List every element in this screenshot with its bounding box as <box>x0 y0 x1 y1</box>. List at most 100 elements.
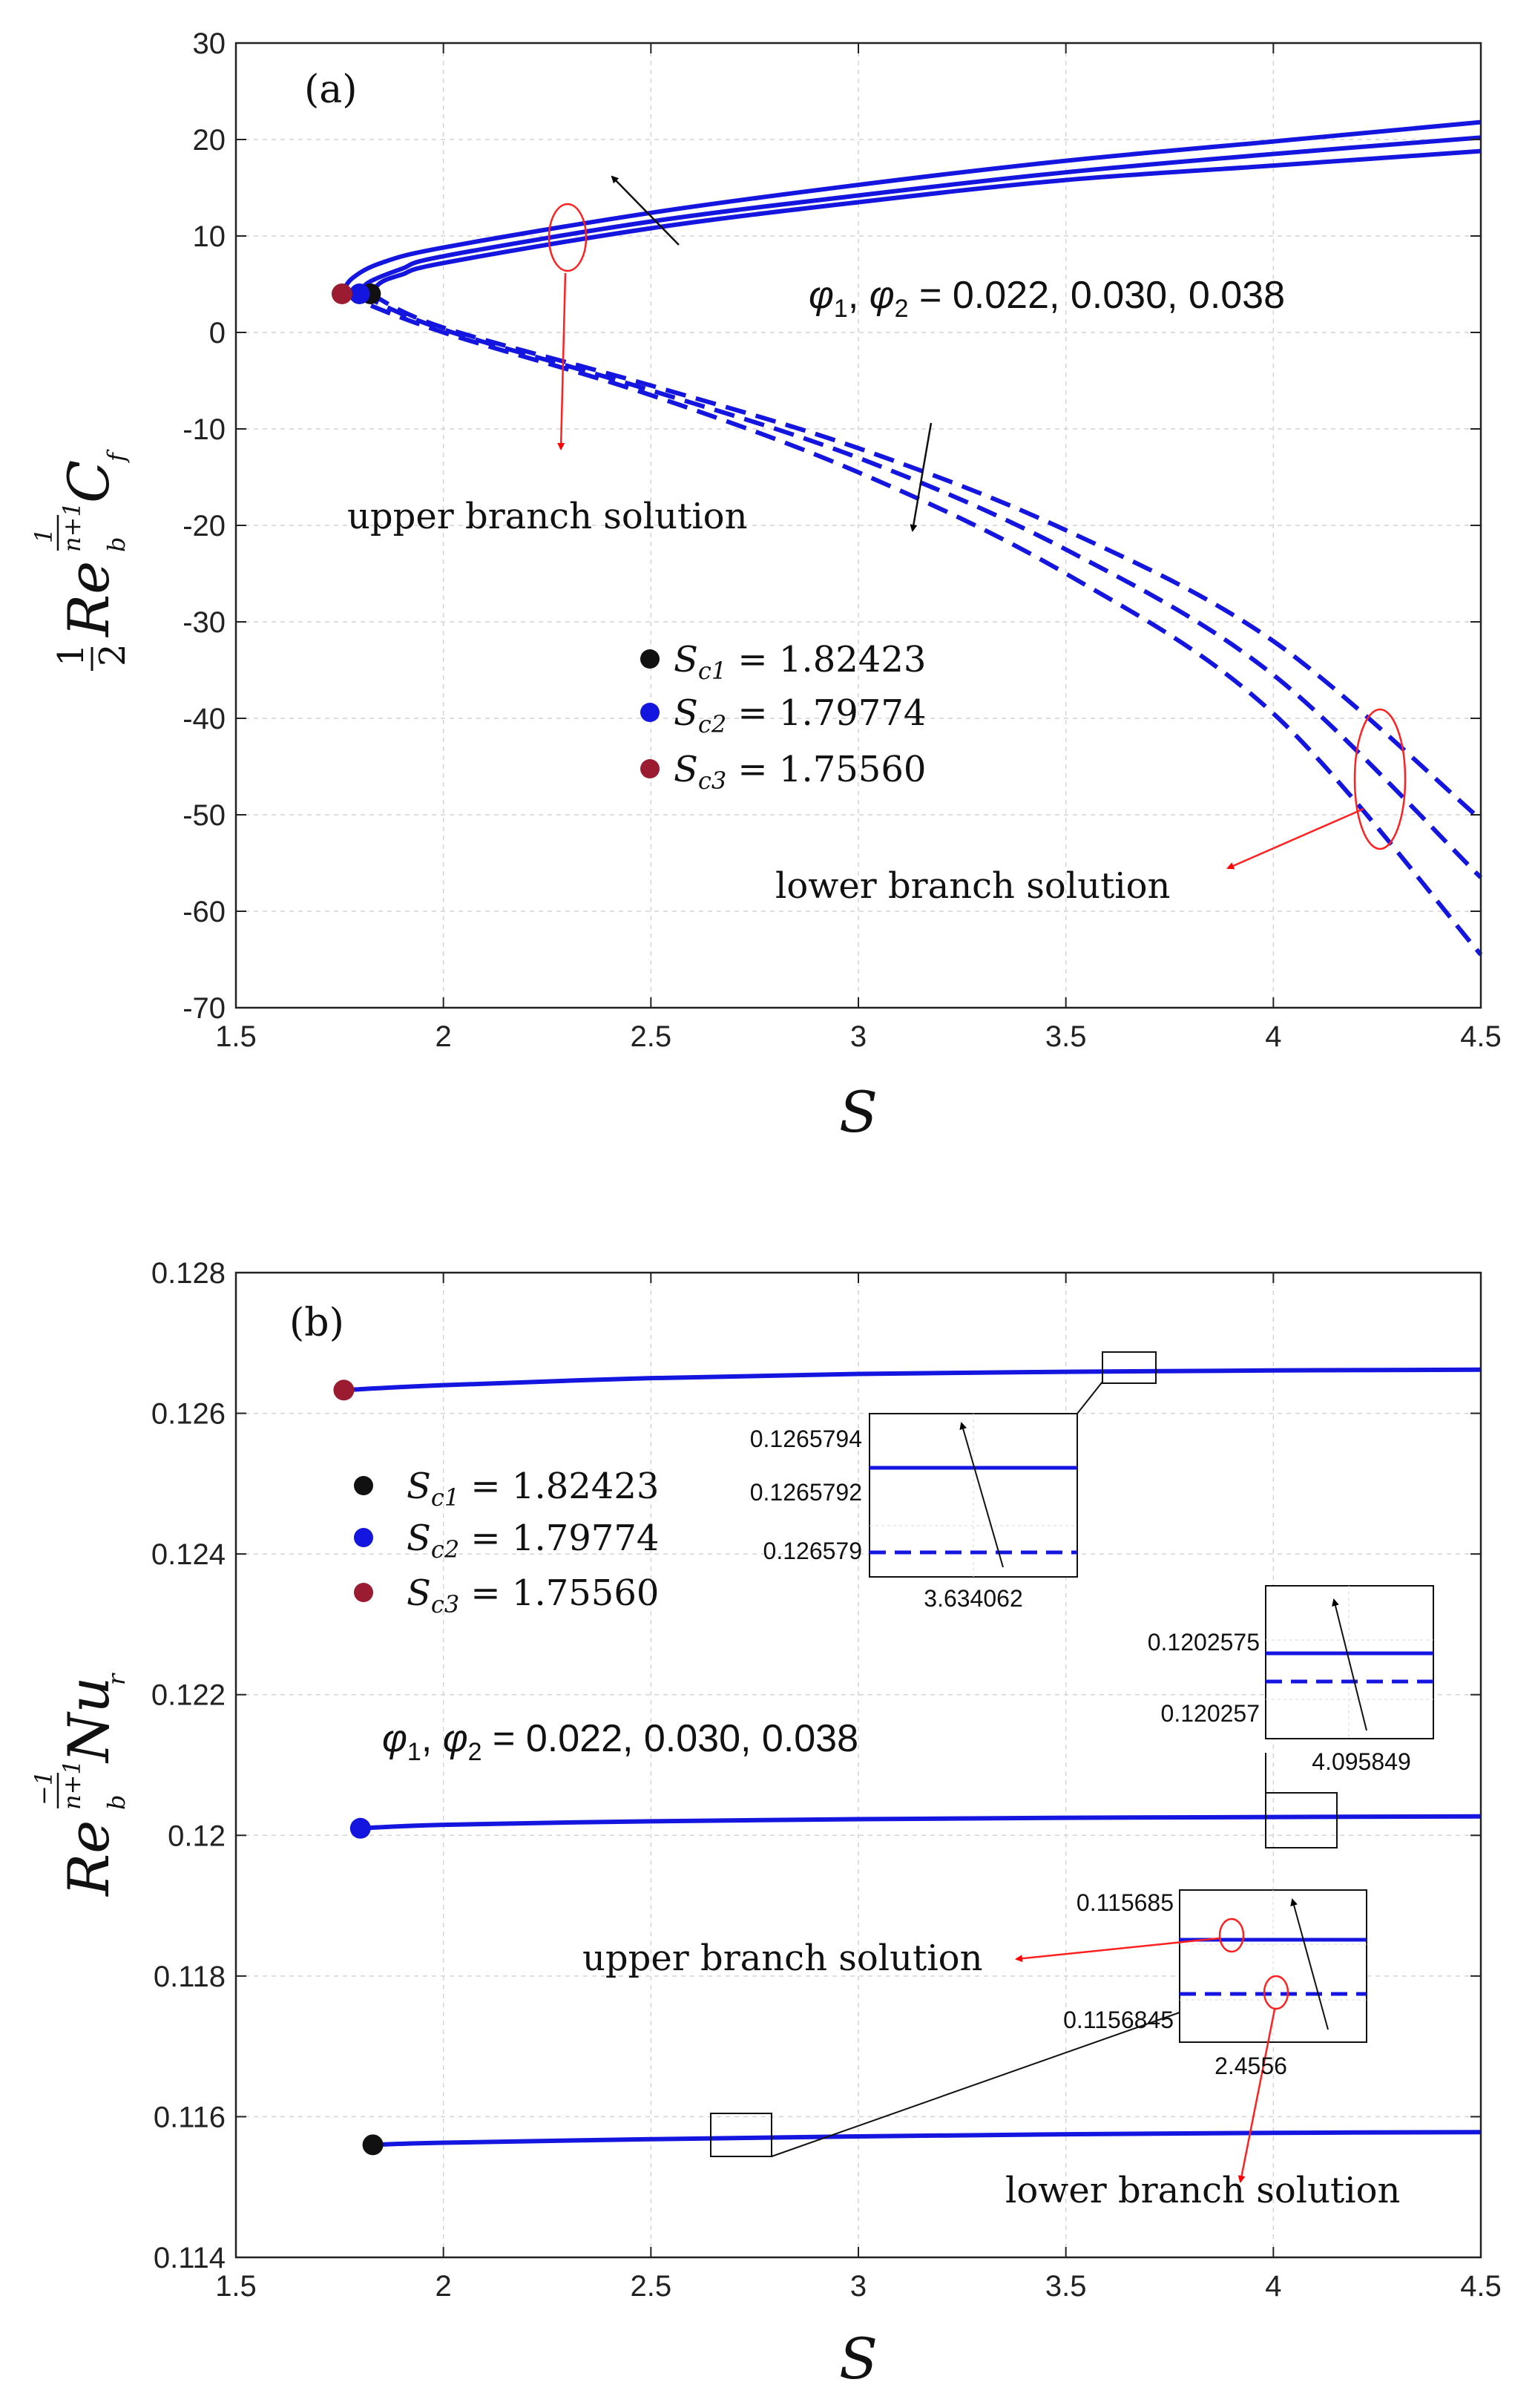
inset-2-xlabel: 4.095849 <box>1312 1748 1410 1775</box>
panel-a-ylabel-re: Re <box>56 561 122 638</box>
panel-a-ytick-label: 0 <box>209 317 226 350</box>
panel-a-series-line-4 <box>358 292 1483 879</box>
panel-a-phi1-sub: 1 <box>834 295 848 323</box>
panel-b-legend-item: Sc3 = 1.75560 <box>354 1572 659 1618</box>
panel-a-ytick-label: -50 <box>183 799 226 832</box>
panel-a-legend-item: Sc2 = 1.79774 <box>640 692 926 738</box>
panel-b-xtick-label: 3.5 <box>1045 2270 1087 2303</box>
panel-a-upper-branch-label: upper branch solution <box>347 496 747 537</box>
inset-1: 0.1265794 0.1265792 0.126579 3.634062 <box>750 1413 1078 1612</box>
inset-2-grid <box>1266 1586 1433 1739</box>
panel-a: 1.5 2 2.5 3 3.5 4 4.5 30 20 10 0 -10 -20 -30 -40 -50 -60… <box>30 27 1502 1145</box>
panel-a-series-line-0 <box>368 148 1482 296</box>
panel-a-phi-values: = 0.022, 0.030, 0.038 <box>909 274 1285 317</box>
panel-b-phi1-sub: 1 <box>407 1738 421 1766</box>
panel-a-lower-ellipse <box>1353 708 1407 850</box>
panel-b-legend-item: Sc1 = 1.82423 <box>354 1466 659 1512</box>
panel-a-ytick-label: -70 <box>183 992 226 1025</box>
panel-b-xtick-label: 1.5 <box>215 2270 257 2303</box>
panel-b-ytick-label: 0.124 <box>151 1538 226 1571</box>
panel-b-series-line-1 <box>360 1814 1482 1831</box>
panel-b-critical-point-1 <box>362 2134 384 2156</box>
panel-a-ticks: 1.5 2 2.5 3 3.5 4 4.5 30 20 10 0 -10 -20 -30 -40 -50 -60… <box>183 27 1502 1053</box>
inset-2-ylabel-1: 0.1202575 <box>1148 1629 1260 1656</box>
panel-b: 1.5 2 2.5 3 3.5 4 4.50.1280.1260.1240.1220.120… <box>30 1257 1502 2392</box>
panel-a-legend-sub-c2: c2 <box>698 710 726 738</box>
panel-a-xtick-label: 2 <box>435 1020 452 1053</box>
panel-a-legend-text-c1: Sc1 = 1.82423 <box>674 639 926 685</box>
panel-b-markers <box>333 1379 384 2156</box>
panel-a-xtick-label: 4.5 <box>1460 1020 1502 1053</box>
panel-a-ylabel-half-num: 1 <box>50 643 92 666</box>
panel-a-lower-branch-label: lower branch solution <box>775 865 1170 907</box>
panel-a-legend-sub-c1: c1 <box>698 657 726 685</box>
panel-a-series-line-3 <box>369 292 1482 821</box>
panel-b-upper-branch-label: upper branch solution <box>582 1938 982 1979</box>
panel-b-connector-3 <box>771 2012 1180 2157</box>
inset-3-lower-red-arrow <box>1237 2009 1276 2183</box>
inset-1-ylabel-2: 0.1265792 <box>750 1479 862 1506</box>
panel-b-legend-dot-c3 <box>354 1583 373 1602</box>
panel-b-connector-1 <box>1077 1381 1103 1414</box>
panel-a-critical-point-2 <box>349 283 370 304</box>
panel-a-legend-text-c2: Sc2 = 1.79774 <box>674 692 926 738</box>
panel-a-legend-val-c1: = 1.82423 <box>726 639 926 680</box>
panel-a-ylabel-exp-den: n+1 <box>58 502 86 552</box>
panel-b-legend-sub-c3: c3 <box>431 1590 459 1618</box>
panel-b-ylabel-nu: Nu <box>56 1677 122 1764</box>
panel-b-ylabel-exp-num: −1 <box>30 1771 58 1805</box>
panel-a-ytick-label: -20 <box>183 510 226 542</box>
panel-b-lower-branch-label: lower branch solution <box>1005 2170 1400 2211</box>
panel-a-series-line-2 <box>340 119 1482 295</box>
panel-a-legend-dot-c3 <box>640 759 660 778</box>
panel-a-legend-dot-c1 <box>640 649 660 669</box>
panel-b-phi2: φ <box>443 1717 468 1760</box>
panel-a-ylabel: 1 2 Re b 1 n+1 C f <box>30 449 134 671</box>
panel-a-phi2-sub: 2 <box>895 295 909 323</box>
panel-b-ticks: 1.5 2 2.5 3 3.5 4 4.50.1280.1260.1240.1220.120… <box>151 1257 1502 2303</box>
panel-a-ytick-label: 30 <box>193 27 226 60</box>
panel-a-ylabel-exp-num: 1 <box>30 528 58 543</box>
inset-1-ylabel-3: 0.126579 <box>763 1538 862 1564</box>
inset-1-xlabel: 3.634062 <box>924 1585 1022 1612</box>
panel-a-phi-text: φ1, φ2 = 0.022, 0.030, 0.038 <box>809 274 1285 323</box>
panel-b-legend-text-c3: Sc3 = 1.75560 <box>407 1572 659 1618</box>
panel-b-phi-sep: , <box>421 1717 443 1760</box>
panel-a-legend-sym-c2: S <box>674 692 698 734</box>
panel-b-zoom-box-2 <box>1265 1792 1338 1848</box>
panel-b-series-line-2 <box>372 2130 1482 2148</box>
panel-b-grid <box>235 1272 1482 2258</box>
panel-a-markers <box>331 283 381 304</box>
inset-3-ylabel-2: 0.1156845 <box>1063 2007 1174 2033</box>
panel-b-legend-dot-c1 <box>354 1476 373 1495</box>
panel-b-legend-sub-c2: c2 <box>431 1535 459 1564</box>
panel-a-phi2: φ <box>870 274 895 317</box>
panel-b-ytick-label: 0.128 <box>151 1257 226 1290</box>
panel-a-upper-ellipse <box>548 203 588 272</box>
panel-b-legend: Sc1 = 1.82423 Sc2 = 1.79774 Sc3 = 1.7556… <box>354 1466 659 1618</box>
panel-a-upper-black-arrow <box>611 175 680 246</box>
inset-1-frame <box>869 1413 1078 1578</box>
panel-a-legend-item: Sc1 = 1.82423 <box>640 639 926 685</box>
panel-b-ytick-label: 0.118 <box>154 1961 226 1993</box>
inset-3: 0.115685 0.1156845 2.4556 <box>1015 1889 1367 2183</box>
inset-1-arrow <box>959 1422 1004 1568</box>
panel-a-legend-text-c3: Sc3 = 1.75560 <box>674 749 926 795</box>
panel-a-upper-red-arrow <box>557 272 567 450</box>
panel-b-legend-sym-c2: S <box>407 1518 431 1559</box>
inset-3-arrow <box>1290 1898 1329 2030</box>
panel-b-ytick-label: 0.116 <box>154 2101 226 2133</box>
panel-b-phi2-sub: 2 <box>468 1738 482 1766</box>
panel-a-ytick-label: -40 <box>183 703 226 735</box>
panel-a-critical-point-3 <box>331 283 352 304</box>
panel-b-ylabel-exp-den: n+1 <box>58 1759 86 1810</box>
panel-b-critical-point-3 <box>333 1379 355 1401</box>
panel-a-xtick-label: 3 <box>850 1020 867 1053</box>
panel-a-ylabel-c: C <box>56 460 122 503</box>
panel-a-series-line-5 <box>341 292 1483 957</box>
panel-b-ytick-label: 0.114 <box>154 2242 226 2274</box>
inset-3-ylabel-1: 0.115685 <box>1077 1889 1174 1916</box>
inset-3-upper-ellipse <box>1218 1917 1245 1953</box>
panel-a-ytick-label: 20 <box>193 124 226 157</box>
